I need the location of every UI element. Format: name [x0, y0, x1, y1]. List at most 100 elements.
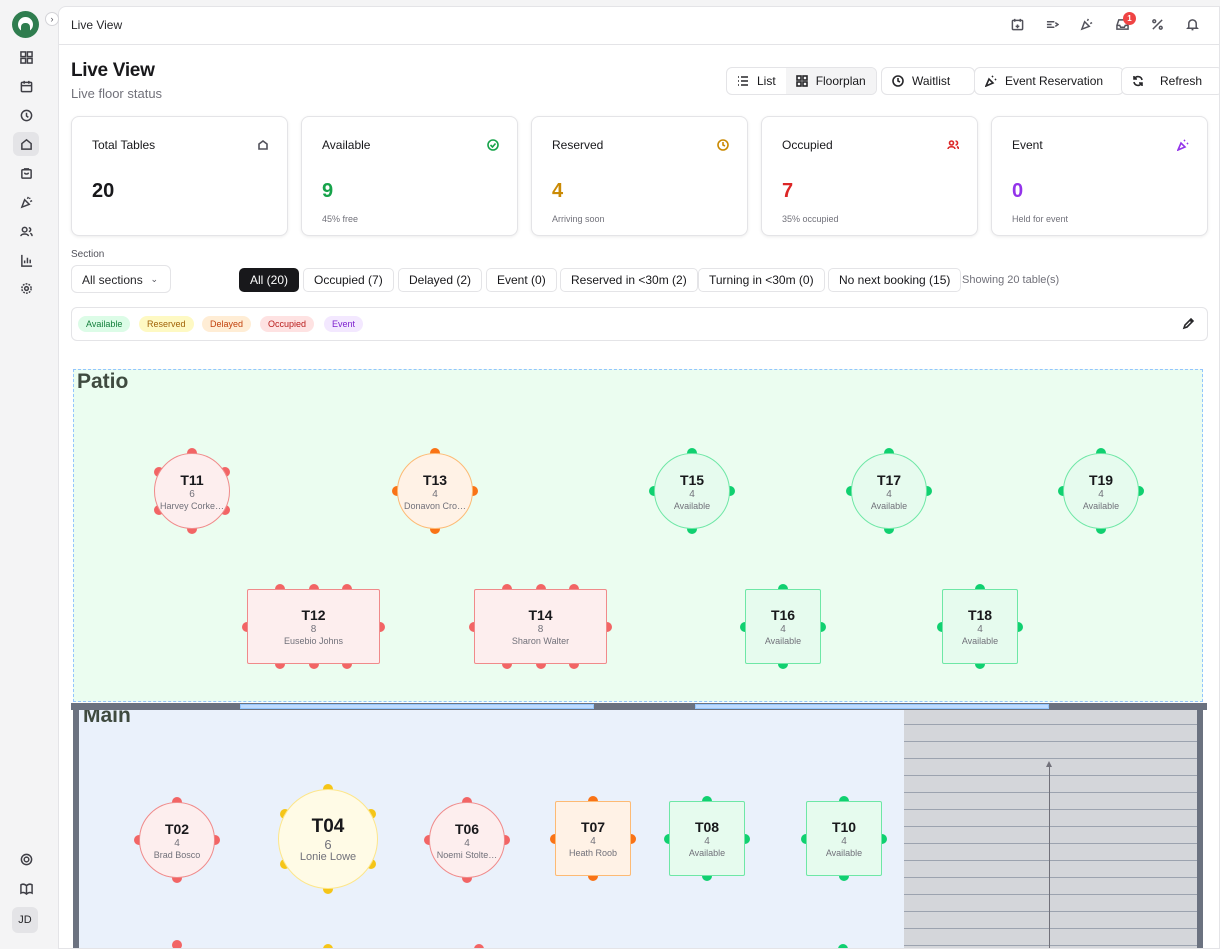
waitlist-button[interactable]: Waitlist — [881, 67, 976, 95]
list-icon — [738, 76, 748, 86]
table-seat — [778, 659, 788, 669]
table-seat — [323, 944, 333, 948]
notification-badge: 1 — [1123, 12, 1136, 25]
percent-icon[interactable] — [1151, 18, 1167, 34]
table-body: T06 4 Noemi Stolte… — [429, 802, 505, 878]
legend-reserved: Reserved — [139, 316, 194, 332]
check-circle-icon — [487, 138, 499, 151]
party-popper-icon[interactable] — [13, 190, 39, 214]
table-seat — [210, 835, 220, 845]
table-guest: Available — [673, 500, 711, 511]
filter-chip-turning-soon[interactable]: Turning in <30m (0) — [698, 268, 825, 292]
table-seat — [602, 621, 612, 632]
edit-pencil-icon[interactable] — [1182, 317, 1195, 330]
help-lifebuoy-icon[interactable] — [13, 847, 39, 871]
table-seat — [702, 871, 712, 881]
settings-gear-icon[interactable] — [13, 276, 39, 300]
table-seat — [308, 659, 319, 669]
stat-card-available: Available 9 45% free — [301, 116, 518, 236]
table-seat — [568, 659, 579, 669]
status-legend: Available Reserved Delayed Occupied Even… — [71, 307, 1208, 341]
floorplan-view-button[interactable]: Floorplan — [785, 68, 876, 94]
table-t16[interactable]: T16 4 Available — [740, 584, 826, 669]
list-arrow-icon[interactable] — [1046, 18, 1062, 34]
table-t15[interactable]: T15 4 Available — [649, 448, 735, 534]
filter-chip-reserved-soon[interactable]: Reserved in <30m (2) — [560, 268, 698, 292]
users-icon[interactable] — [13, 219, 39, 243]
table-seat — [430, 524, 440, 534]
table-body: T19 4 Available — [1063, 453, 1139, 529]
filter-chip-no-next-booking[interactable]: No next booking (15) — [828, 268, 962, 292]
table-guest: Available — [870, 500, 908, 511]
table-t17[interactable]: T17 4 Available — [846, 448, 932, 534]
table-body: T18 4 Available — [942, 589, 1018, 664]
table-guest: Noemi Stolte… — [436, 849, 498, 860]
stat-card-event: Event 0 Held for event — [991, 116, 1208, 236]
calendar-add-icon[interactable] — [1011, 18, 1027, 34]
table-guest: Eusebio Johns — [283, 636, 344, 646]
table-t13[interactable]: T13 4 Donavon Cro… — [392, 448, 478, 534]
dashboard-grid-icon[interactable] — [13, 45, 39, 69]
table-t11[interactable]: T11 6 Harvey Corke… — [154, 448, 230, 534]
table-t14[interactable]: T14 8 Sharon Walter — [469, 584, 612, 669]
stat-card-occupied: Occupied 7 35% occupied — [761, 116, 978, 236]
top-bar: Live View 1 — [59, 7, 1219, 45]
table-seat — [187, 524, 197, 534]
table-capacity: 8 — [537, 624, 544, 635]
table-capacity: 8 — [310, 624, 317, 635]
table-capacity: 6 — [324, 836, 332, 852]
filter-chip-delayed[interactable]: Delayed (2) — [398, 268, 483, 292]
stat-sub: Held for event — [1012, 214, 1069, 224]
table-body: T15 4 Available — [654, 453, 730, 529]
table-body: T10 4 Available — [806, 801, 882, 876]
table-name: T12 — [301, 607, 326, 623]
party-popper-icon[interactable] — [1080, 18, 1096, 34]
table-seat — [922, 486, 932, 496]
filter-chip-event[interactable]: Event (0) — [486, 268, 557, 292]
event-reservation-button[interactable]: Event Reservation — [974, 67, 1125, 95]
logo-icon[interactable] — [12, 11, 39, 38]
user-avatar[interactable]: JD — [12, 907, 38, 933]
table-name: T02 — [164, 820, 190, 837]
table-guest: Lonie Lowe — [299, 850, 357, 863]
glass-window — [695, 704, 1049, 709]
calendar-icon[interactable] — [13, 74, 39, 98]
list-view-button[interactable]: List — [727, 68, 786, 94]
table-t08[interactable]: T08 4 Available — [664, 796, 750, 881]
table-seat — [172, 873, 182, 883]
table-seat — [1134, 486, 1144, 496]
table-t06[interactable]: T06 4 Noemi Stolte… — [424, 797, 510, 883]
table-seat — [535, 659, 546, 669]
docs-book-icon[interactable] — [13, 876, 39, 900]
table-seat — [839, 871, 849, 881]
table-t04[interactable]: T04 6 Lonie Lowe — [278, 784, 378, 894]
bag-icon[interactable] — [13, 161, 39, 185]
collapse-sidebar-button[interactable]: › — [45, 12, 59, 26]
table-t12[interactable]: T12 8 Eusebio Johns — [242, 584, 385, 669]
clock-icon[interactable] — [13, 103, 39, 127]
table-capacity: 4 — [977, 624, 983, 635]
table-body: T11 6 Harvey Corke… — [154, 453, 230, 529]
table-capacity: 4 — [886, 488, 892, 500]
table-seat — [1013, 621, 1023, 632]
bar-chart-icon[interactable] — [13, 248, 39, 272]
filter-chip-occupied[interactable]: Occupied (7) — [303, 268, 394, 292]
stat-sub: 35% occupied — [782, 214, 839, 224]
table-t10[interactable]: T10 4 Available — [801, 796, 887, 881]
stat-value: 20 — [92, 180, 115, 202]
table-t02[interactable]: T02 4 Brad Bosco — [134, 797, 220, 883]
section-select[interactable]: All sections ⌄ — [71, 265, 171, 293]
table-seat — [502, 659, 513, 669]
table-capacity: 4 — [590, 836, 596, 847]
refresh-button[interactable]: Refresh — [1121, 67, 1219, 95]
filter-chip-all[interactable]: All (20) — [239, 268, 300, 292]
table-seat — [462, 873, 472, 883]
bell-icon[interactable] — [1186, 18, 1202, 34]
table-capacity: 4 — [780, 624, 786, 635]
inbox-icon[interactable]: 1 — [1116, 12, 1136, 34]
table-t18[interactable]: T18 4 Available — [937, 584, 1023, 669]
table-t07[interactable]: T07 4 Heath Roob — [550, 796, 636, 881]
floorplan-icon[interactable] — [13, 132, 39, 156]
table-t19[interactable]: T19 4 Available — [1058, 448, 1144, 534]
table-seat — [740, 833, 750, 844]
